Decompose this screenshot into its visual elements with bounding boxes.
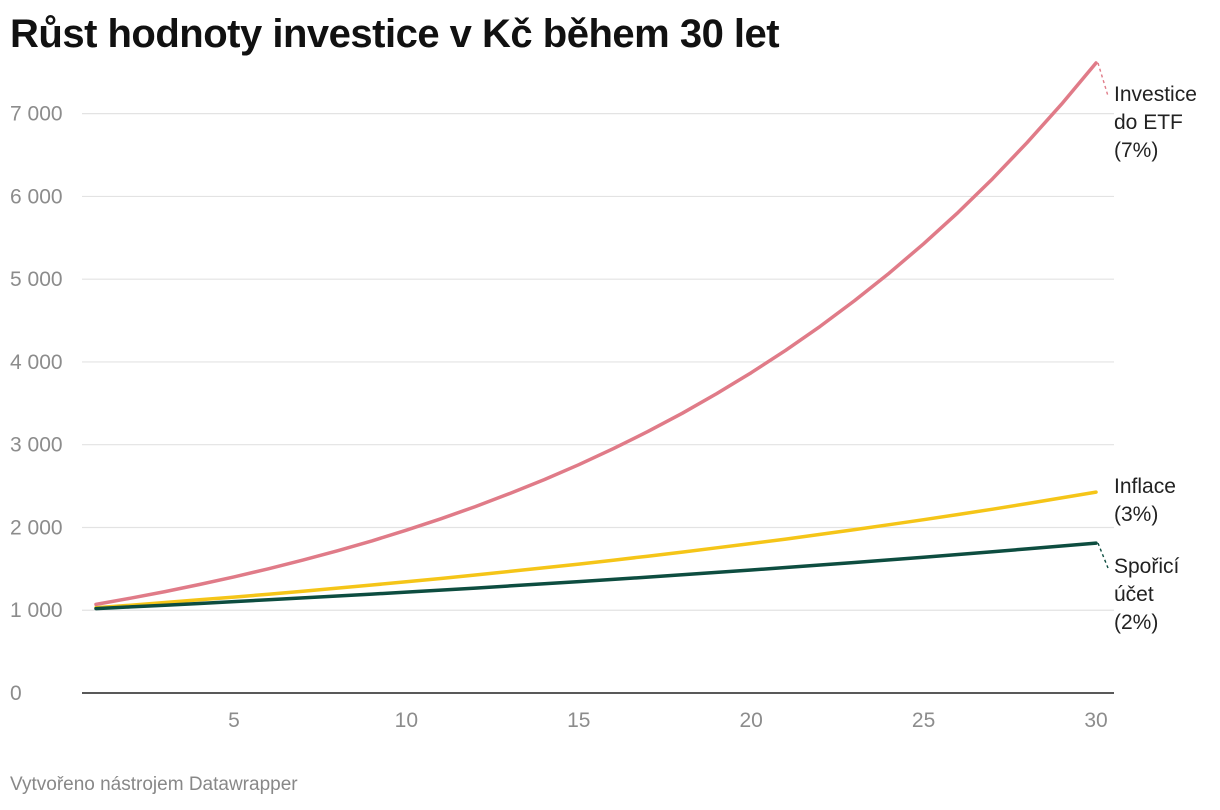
- y-tick-label: 0: [10, 682, 22, 705]
- y-tick-label: 1 000: [10, 599, 63, 622]
- x-tick-label: 15: [567, 709, 590, 732]
- label-etf: Investice do ETF (7%): [1097, 62, 1197, 162]
- y-tick-label: 2 000: [10, 516, 63, 539]
- series-line-etf: [94, 61, 1098, 607]
- series-label-line: Inflace: [1114, 475, 1176, 498]
- series-label-line: účet: [1114, 583, 1154, 606]
- y-tick-label: 3 000: [10, 434, 63, 457]
- series-lines: [94, 61, 1098, 611]
- x-axis-tick-labels: 5 10 15 20 25 30: [228, 709, 1108, 732]
- series-label-line: (7%): [1114, 139, 1158, 162]
- y-tick-label: 6 000: [10, 185, 63, 208]
- x-tick-label: 5: [228, 709, 240, 732]
- series-label-line: (2%): [1114, 611, 1158, 634]
- y-tick-label: 7 000: [10, 103, 63, 126]
- series-label-line: Investice: [1114, 83, 1197, 106]
- series-label-line: do ETF: [1114, 111, 1183, 134]
- series-line-inflation: [94, 490, 1098, 610]
- source-credit: Vytvořeno nástrojem Datawrapper: [10, 774, 298, 795]
- label-inflation: Inflace (3%): [1114, 475, 1176, 526]
- y-tick-label: 4 000: [10, 351, 63, 374]
- chart-title: Růst hodnoty investice v Kč během 30 let: [10, 12, 780, 56]
- series-line-savings: [94, 541, 1098, 611]
- y-tick-label: 5 000: [10, 268, 63, 291]
- label-connector: [1097, 542, 1109, 569]
- x-tick-label: 30: [1084, 709, 1107, 732]
- x-tick-label: 25: [912, 709, 935, 732]
- gridlines: [82, 113, 1114, 611]
- series-label-line: Spořicí: [1114, 555, 1180, 578]
- y-axis-tick-labels: 0 1 000 2 000 3 000 4 000 5 000 6 000 7 000: [10, 103, 63, 705]
- series-labels: Investice do ETF (7%) Inflace (3%) Spořicí úče…: [1097, 62, 1197, 634]
- label-savings: Spořicí účet (2%): [1097, 542, 1180, 634]
- x-tick-label: 20: [739, 709, 762, 732]
- x-tick-label: 10: [395, 709, 418, 732]
- series-label-line: (3%): [1114, 503, 1158, 526]
- label-connector: [1097, 62, 1109, 97]
